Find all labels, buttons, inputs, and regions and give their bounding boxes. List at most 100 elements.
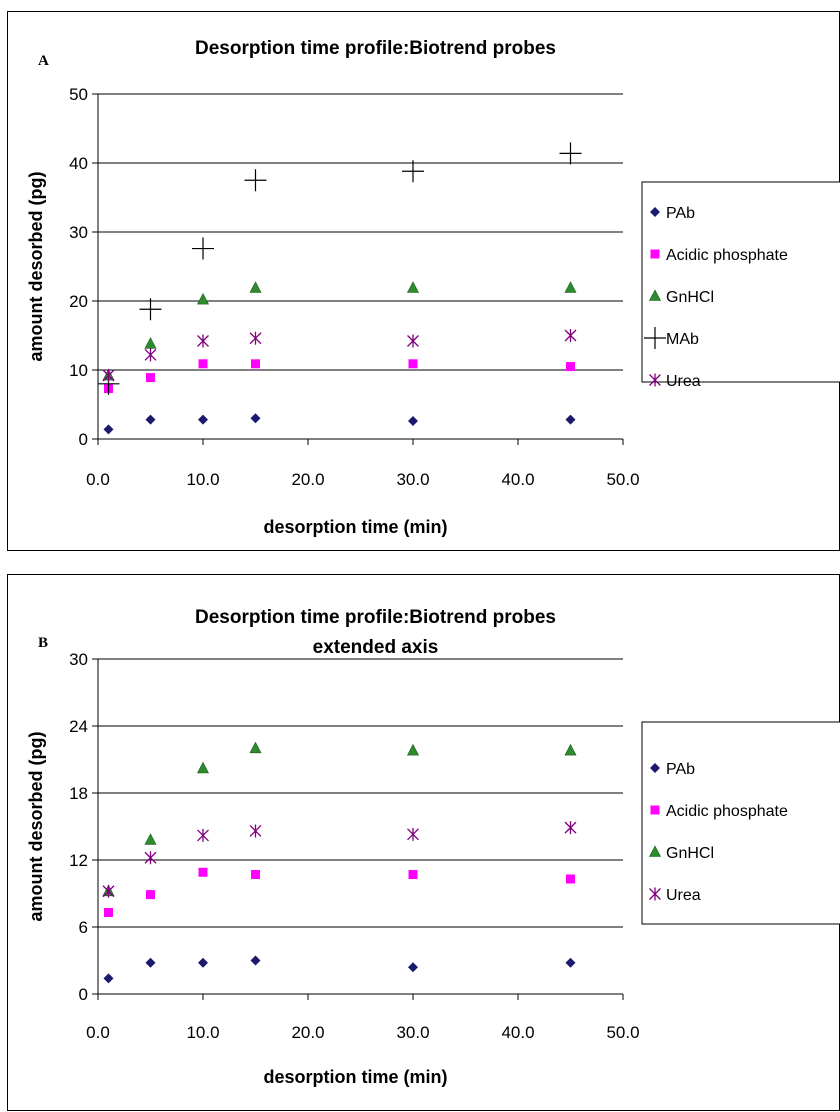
series-acidic-phosphate bbox=[104, 359, 575, 394]
data-point bbox=[144, 337, 157, 349]
data-point bbox=[408, 962, 418, 973]
data-point bbox=[564, 329, 577, 342]
data-point bbox=[407, 743, 419, 756]
series-mab bbox=[97, 142, 582, 395]
series-acidic-phosphate bbox=[104, 867, 575, 917]
chart-panel-a: A Desorption time profile:Biotrend probes… bbox=[7, 11, 840, 551]
x-tick-label: 50.0 bbox=[606, 1023, 639, 1042]
data-point bbox=[197, 292, 209, 305]
data-point bbox=[144, 348, 157, 362]
legend-marker bbox=[650, 763, 660, 773]
data-point bbox=[407, 334, 419, 348]
data-point bbox=[102, 369, 115, 383]
legend-box bbox=[641, 721, 840, 925]
data-point bbox=[104, 907, 113, 917]
data-point bbox=[198, 359, 208, 369]
data-point bbox=[249, 281, 262, 293]
x-tick-label: 0.0 bbox=[86, 1023, 110, 1042]
data-point bbox=[402, 160, 424, 183]
panel-letter: B bbox=[38, 635, 48, 651]
data-point bbox=[197, 334, 209, 348]
legend-marker bbox=[650, 249, 660, 259]
legend-label: GnHCl bbox=[666, 845, 714, 862]
data-point bbox=[564, 743, 577, 756]
data-point bbox=[249, 331, 262, 345]
data-point bbox=[565, 414, 576, 425]
panel-letter: A bbox=[38, 53, 49, 69]
x-axis-title: desorption time (min) bbox=[264, 517, 448, 537]
y-tick-label: 20 bbox=[69, 292, 88, 311]
x-tick-label: 10.0 bbox=[186, 470, 219, 489]
data-point bbox=[244, 169, 267, 192]
data-point bbox=[251, 870, 260, 880]
data-point bbox=[192, 237, 214, 260]
y-tick-label: 30 bbox=[69, 223, 88, 242]
y-tick-label: 0 bbox=[79, 430, 88, 449]
legend-label: GnHCl bbox=[666, 289, 714, 306]
data-point bbox=[564, 821, 577, 835]
data-point bbox=[103, 424, 114, 435]
data-point bbox=[250, 413, 261, 424]
data-point bbox=[198, 867, 208, 877]
x-axis-title: desorption time (min) bbox=[264, 1067, 448, 1087]
y-tick-label: 24 bbox=[69, 717, 88, 736]
legend-box bbox=[641, 181, 840, 383]
x-tick-label: 0.0 bbox=[86, 470, 110, 489]
legend-label: Acidic phosphate bbox=[666, 247, 788, 264]
y-tick-label: 30 bbox=[69, 650, 88, 669]
legend-label: PAb bbox=[666, 761, 695, 778]
x-tick-label: 40.0 bbox=[501, 470, 534, 489]
data-point bbox=[408, 416, 418, 427]
series-gnhcl bbox=[102, 281, 577, 381]
data-point bbox=[146, 890, 155, 900]
data-point bbox=[197, 828, 209, 842]
chart-title: Desorption time profile:Biotrend probes bbox=[195, 38, 556, 59]
legend-label: PAb bbox=[666, 205, 695, 222]
legend-marker bbox=[649, 845, 661, 857]
x-tick-label: 30.0 bbox=[396, 1023, 429, 1042]
data-point bbox=[145, 414, 156, 425]
data-point bbox=[564, 281, 577, 293]
data-point bbox=[408, 870, 418, 880]
data-point bbox=[145, 957, 156, 968]
y-axis-title: amount desorbed (pg) bbox=[26, 732, 46, 922]
y-tick-label: 6 bbox=[79, 918, 88, 937]
legend-label: Acidic phosphate bbox=[666, 803, 788, 820]
data-point bbox=[566, 362, 575, 372]
chart-title: Desorption time profile:Biotrend probes bbox=[195, 607, 556, 628]
y-tick-label: 12 bbox=[69, 851, 88, 870]
data-point bbox=[407, 827, 419, 841]
data-point bbox=[408, 359, 418, 369]
data-point bbox=[198, 957, 208, 968]
legend-marker bbox=[650, 805, 660, 815]
legend-marker bbox=[649, 887, 661, 901]
series-pab bbox=[103, 413, 576, 435]
data-point bbox=[249, 824, 262, 838]
data-point bbox=[559, 142, 582, 165]
x-tick-label: 50.0 bbox=[606, 470, 639, 489]
series-urea bbox=[102, 821, 577, 898]
series-gnhcl bbox=[102, 741, 577, 897]
data-point bbox=[407, 281, 419, 293]
legend-label: Urea bbox=[666, 887, 701, 904]
data-point bbox=[565, 957, 576, 968]
data-point bbox=[146, 373, 155, 383]
data-point bbox=[250, 955, 261, 966]
legend-marker bbox=[649, 289, 661, 301]
data-point bbox=[197, 761, 209, 774]
y-tick-label: 0 bbox=[79, 985, 88, 1004]
y-tick-label: 10 bbox=[69, 361, 88, 380]
y-tick-label: 50 bbox=[69, 85, 88, 104]
series-urea bbox=[102, 329, 577, 383]
y-tick-label: 18 bbox=[69, 784, 88, 803]
data-point bbox=[249, 741, 262, 754]
legend-label: Urea bbox=[666, 373, 701, 390]
data-point bbox=[251, 359, 260, 369]
x-tick-label: 20.0 bbox=[291, 470, 324, 489]
legend-marker bbox=[650, 207, 660, 217]
data-point bbox=[144, 833, 157, 845]
x-tick-label: 10.0 bbox=[186, 1023, 219, 1042]
chart-a-svg: A Desorption time profile:Biotrend probes… bbox=[26, 38, 840, 537]
chart-panel-b: B Desorption time profile:Biotrend probes… bbox=[7, 574, 840, 1111]
x-tick-label: 30.0 bbox=[396, 470, 429, 489]
